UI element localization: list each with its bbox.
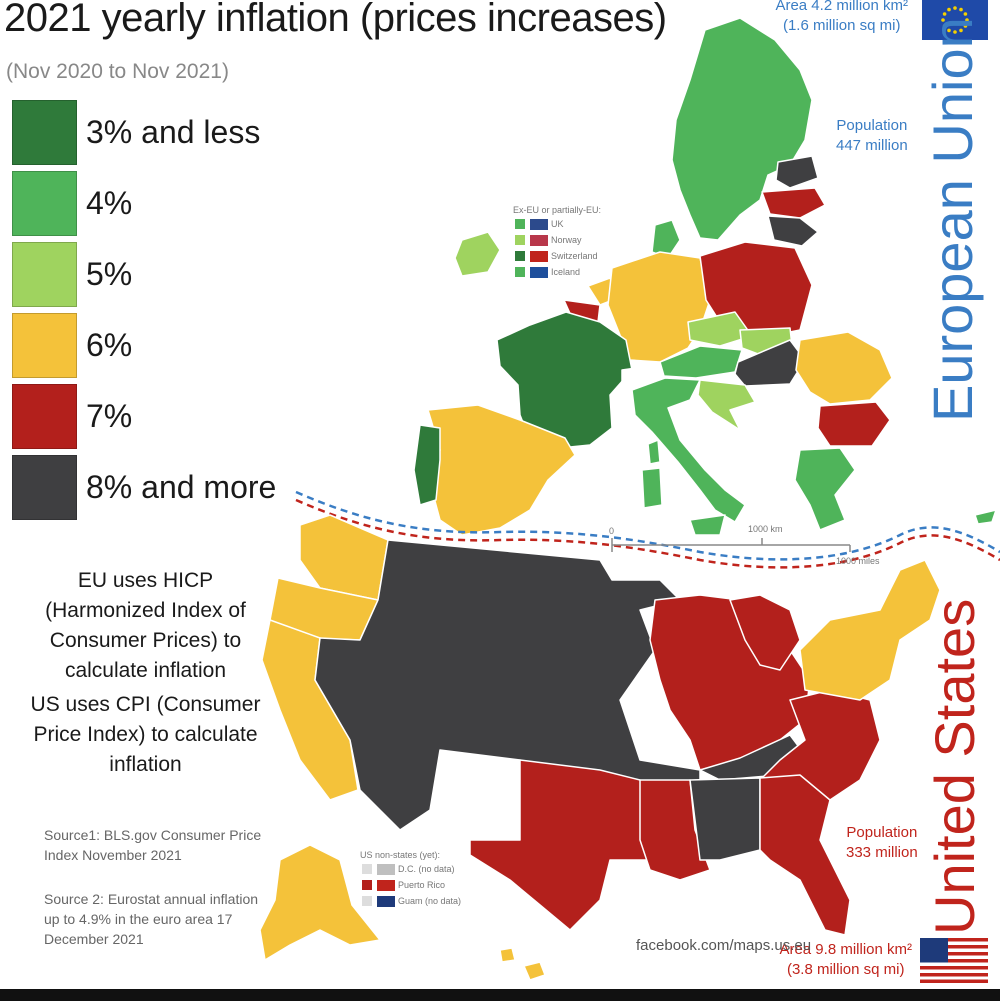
us-non-state-puerto-rico: Puerto Rico: [398, 880, 446, 890]
region-france: [496, 311, 633, 449]
us-flag-icon: [920, 938, 988, 983]
ex-eu-item-norway: Norway: [551, 235, 582, 245]
region-hawaii: [499, 947, 516, 963]
region-czechia: [687, 311, 753, 347]
legend-label: 5%: [86, 256, 133, 292]
region-sardinia: [641, 467, 663, 509]
map-title: 2021 yearly inflation (prices increases): [4, 0, 667, 40]
ex-eu-mini-legend: [515, 219, 548, 278]
scale-km: 1000 km: [748, 524, 783, 534]
region-hawaii-2: [523, 961, 546, 981]
legend-item: 3% and less: [12, 100, 260, 165]
region-croatia: [697, 379, 756, 431]
region-alaska: [259, 844, 381, 961]
region-michigan: [729, 594, 801, 671]
legend-item: 6%: [12, 313, 132, 378]
map-subtitle: (Nov 2020 to Nov 2021): [6, 60, 229, 83]
us-non-state-dc: D.C. (no data): [398, 864, 455, 874]
source-1: Source1: BLS.gov Consumer Price Index No…: [44, 827, 262, 863]
region-greece: [794, 447, 856, 531]
usa-map: [259, 514, 941, 981]
legend-item: 7%: [12, 384, 132, 449]
eu-area: Area 4.2 million km² (1.6 million sq mi): [775, 0, 908, 36]
us-non-states-mini-legend: [362, 864, 395, 907]
source-2: Source 2: Eurostat annual inflation up t…: [44, 891, 259, 947]
eu-area-km: Area 4.2 million km²: [775, 0, 908, 14]
legend-swatch: [12, 313, 77, 378]
us-vertical-label: United States: [923, 598, 986, 935]
legend-item: 8% and more: [12, 455, 276, 520]
eu-population-value: 447 million: [836, 137, 908, 154]
region-germany: [607, 251, 711, 363]
eu-population: Population 447 million: [836, 116, 908, 156]
eu-vertical-label: European Union: [921, 17, 984, 422]
us-population-value: 333 million: [846, 844, 918, 861]
region-hungary: [734, 339, 806, 387]
region-latvia: [761, 187, 826, 219]
region-estonia: [775, 155, 819, 189]
legend-swatch: [12, 455, 77, 520]
us-non-state-guam: Guam (no data): [398, 896, 462, 906]
ex-eu-item-switzerland: Switzerland: [551, 251, 598, 261]
eu-population-label: Population: [836, 117, 908, 134]
eu-note: EU uses HICP (Harmonized Index of Consum…: [45, 569, 246, 682]
region-bulgaria: [817, 401, 891, 447]
region-mississippi-alabama: [689, 777, 761, 861]
us-area: Area 9.8 million km² (3.8 million sq mi): [779, 940, 912, 980]
region-corsica: [647, 439, 661, 465]
us-population: Population 333 million: [846, 823, 918, 863]
ex-eu-heading: Ex-EU or partially-EU:: [513, 205, 602, 215]
eu-flag-icon: [922, 0, 988, 40]
credit-link: facebook.com/maps.us.eu: [636, 937, 812, 954]
region-northeast: [799, 559, 941, 701]
legend-label: 7%: [86, 398, 133, 434]
region-lithuania: [767, 215, 819, 247]
region-italy: [631, 377, 746, 523]
region-sicily: [689, 514, 726, 536]
region-ireland: [454, 231, 501, 277]
legend-swatch: [12, 242, 77, 307]
legend-item: 5%: [12, 242, 132, 307]
us-area-km: Area 9.8 million km²: [779, 941, 912, 958]
region-sweden-finland: [671, 17, 813, 241]
region-romania: [795, 331, 893, 405]
us-area-mi: (3.8 million sq mi): [786, 961, 905, 978]
scale-bar: [611, 538, 851, 552]
legend-swatch: [12, 100, 77, 165]
region-denmark: [651, 219, 681, 259]
legend-item: 4%: [12, 171, 132, 236]
legend-label: 8% and more: [86, 469, 277, 505]
scale-miles: 1000 miles: [836, 556, 880, 566]
divider-line-blue: [295, 490, 1000, 561]
ex-eu-item-uk: UK: [551, 219, 564, 229]
bottom-bar: [0, 989, 1000, 1001]
europe-map: [413, 17, 997, 536]
legend-label: 4%: [86, 185, 133, 221]
ex-eu-item-iceland: Iceland: [551, 267, 581, 277]
legend-swatch: [12, 384, 77, 449]
scale-zero: 0: [609, 526, 615, 536]
region-cyprus: [974, 509, 997, 525]
region-portugal: [413, 424, 441, 506]
legend-label: 3% and less: [86, 114, 261, 150]
region-georgia-florida: [759, 774, 851, 936]
us-note: US uses CPI (Consumer Price Index) to ca…: [30, 693, 261, 776]
legend-swatch: [12, 171, 77, 236]
eu-area-mi: (1.6 million sq mi): [782, 17, 901, 34]
us-population-label: Population: [846, 824, 918, 841]
legend-label: 6%: [86, 327, 133, 363]
divider-line-red: [295, 498, 1000, 569]
us-non-states-heading: US non-states (yet):: [360, 850, 441, 860]
